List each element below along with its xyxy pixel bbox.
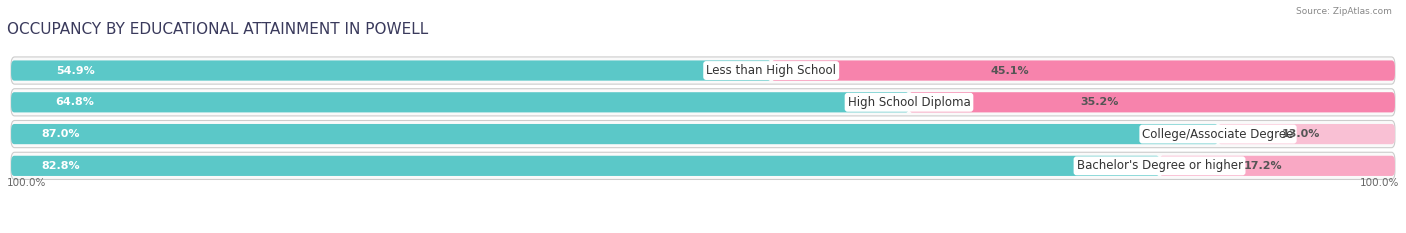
Text: 64.8%: 64.8%	[56, 97, 94, 107]
FancyBboxPatch shape	[1160, 156, 1395, 176]
Text: 87.0%: 87.0%	[42, 129, 80, 139]
Text: High School Diploma: High School Diploma	[848, 96, 970, 109]
FancyBboxPatch shape	[908, 92, 1395, 112]
FancyBboxPatch shape	[11, 92, 910, 112]
Text: 100.0%: 100.0%	[1360, 178, 1399, 188]
FancyBboxPatch shape	[11, 120, 1395, 148]
Legend: Owner-occupied, Renter-occupied: Owner-occupied, Renter-occupied	[586, 230, 820, 233]
Text: 13.0%: 13.0%	[1281, 129, 1320, 139]
Text: Less than High School: Less than High School	[706, 64, 837, 77]
Text: 54.9%: 54.9%	[56, 65, 94, 75]
Text: 82.8%: 82.8%	[42, 161, 80, 171]
FancyBboxPatch shape	[11, 57, 1395, 84]
Text: College/Associate Degree: College/Associate Degree	[1142, 128, 1294, 140]
FancyBboxPatch shape	[11, 89, 1395, 116]
FancyBboxPatch shape	[1218, 124, 1395, 144]
Text: Source: ZipAtlas.com: Source: ZipAtlas.com	[1296, 7, 1392, 16]
Text: 35.2%: 35.2%	[1080, 97, 1119, 107]
Text: Bachelor's Degree or higher: Bachelor's Degree or higher	[1077, 159, 1243, 172]
FancyBboxPatch shape	[11, 152, 1395, 179]
Text: 100.0%: 100.0%	[7, 178, 46, 188]
FancyBboxPatch shape	[11, 156, 1160, 176]
FancyBboxPatch shape	[11, 124, 1218, 144]
FancyBboxPatch shape	[770, 60, 1395, 81]
Text: OCCUPANCY BY EDUCATIONAL ATTAINMENT IN POWELL: OCCUPANCY BY EDUCATIONAL ATTAINMENT IN P…	[7, 22, 429, 37]
FancyBboxPatch shape	[11, 60, 772, 81]
Text: 45.1%: 45.1%	[991, 65, 1029, 75]
Text: 17.2%: 17.2%	[1243, 161, 1282, 171]
